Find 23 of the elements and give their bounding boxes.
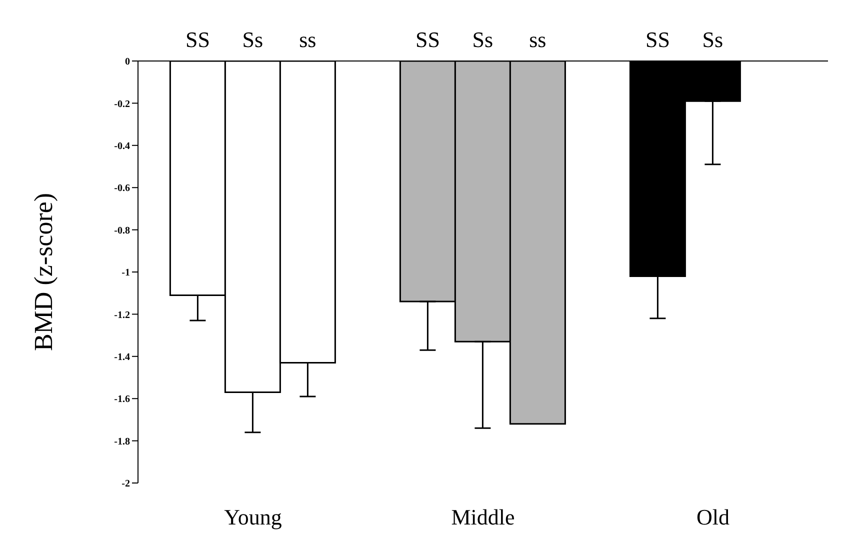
series-label: ss (299, 27, 316, 52)
y-tick-label: -1.4 (114, 352, 130, 363)
text: ss (529, 27, 546, 52)
x-tick-label: Old (696, 504, 730, 530)
text: SS (645, 27, 670, 52)
y-tick-label: 0 (125, 56, 130, 68)
y-axis-title: BMD (z-score) (29, 192, 58, 352)
y-tick-label: -0.6 (114, 183, 130, 194)
text: Ss (702, 27, 724, 52)
y-tick-label: -1.2 (114, 310, 130, 321)
y-tick-label: -0.2 (114, 98, 130, 110)
series-label: Ss (242, 27, 264, 52)
y-tick-label: -1.8 (114, 436, 130, 448)
y-tick-label: -0.8 (114, 225, 130, 236)
x-tick-label: Young (224, 504, 282, 530)
y-tick-label: -2 (122, 478, 130, 490)
x-tick-label: Middle (451, 504, 515, 530)
text: SS (415, 27, 440, 52)
y-tick-label: -1 (122, 268, 130, 279)
y-tick-label: -0.4 (114, 140, 130, 152)
y-tick-label: -1.6 (114, 394, 130, 406)
series-label: SS (185, 27, 210, 52)
text: Ss (472, 27, 494, 52)
